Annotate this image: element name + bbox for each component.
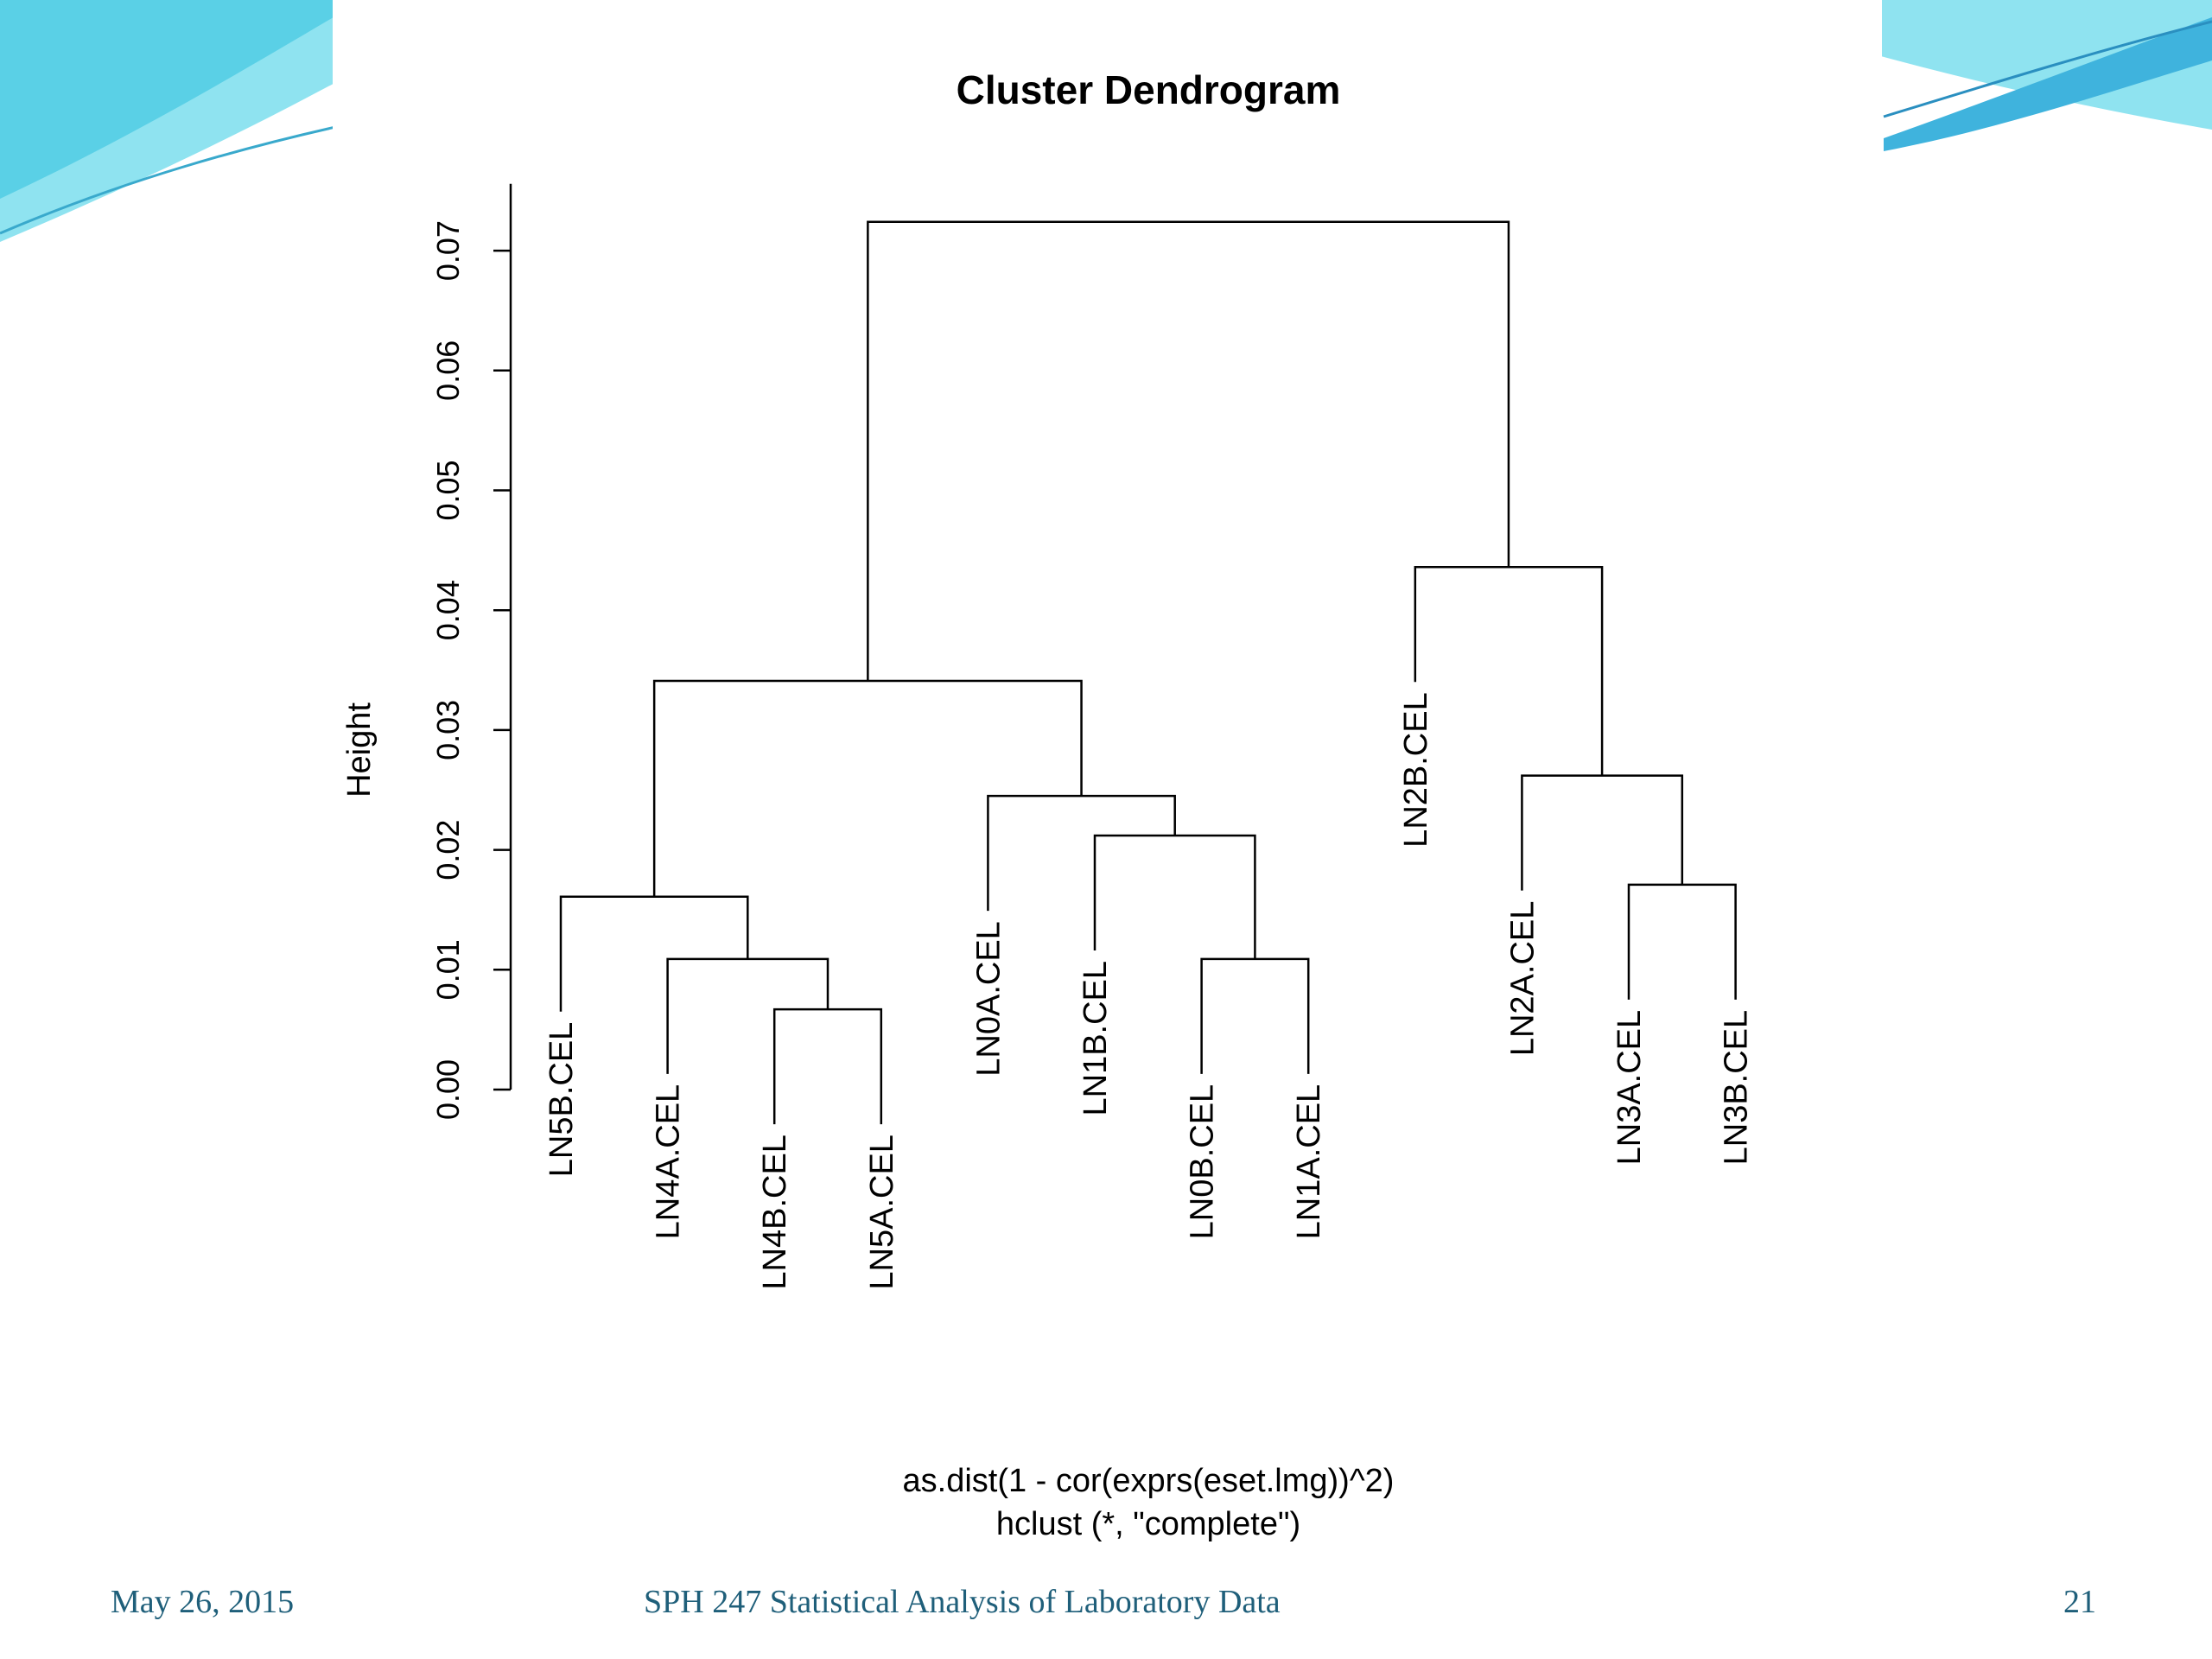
- dendrogram-merge-5: [1093, 834, 1256, 959]
- leaf-label: LN5A.CEL: [864, 1135, 900, 1290]
- y-axis: 0.00 0.01 0.02 0.03 0.04 0.05 0.06 0.07: [430, 183, 512, 1120]
- dendrogram-merge-2: [666, 957, 830, 1074]
- top-right-wave-highlight: [1884, 17, 2212, 151]
- dendrogram-merge-4: [1200, 957, 1310, 1074]
- y-tick-label: 0.06: [430, 340, 466, 401]
- y-tick-label: 0.00: [430, 1059, 466, 1120]
- dendrogram-merge-8: [1627, 883, 1737, 1000]
- dendrogram-merge-6: [987, 794, 1176, 912]
- leaf-label: LN1B.CEL: [1077, 961, 1114, 1116]
- footer-date: May 26, 2015: [111, 1584, 295, 1620]
- leaf-label: LN3A.CEL: [1611, 1010, 1648, 1166]
- leaf-label: LN5B.CEL: [543, 1022, 580, 1178]
- y-axis-label: Height: [341, 702, 378, 798]
- leaf-label: LN3B.CEL: [1719, 1010, 1755, 1166]
- y-tick-label: 0.05: [430, 460, 466, 520]
- leaf-label: LN4B.CEL: [757, 1135, 793, 1290]
- top-left-wave-line: [0, 119, 364, 235]
- leaf-label: LN0A.CEL: [970, 921, 1007, 1077]
- plot-panel: [333, 0, 1882, 1547]
- top-right-wave-line: [1883, 20, 2212, 118]
- leaf-label: LN2A.CEL: [1504, 901, 1541, 1057]
- y-tick-label: 0.01: [430, 939, 466, 1000]
- chart-title: Cluster Dendrogram: [957, 67, 1341, 112]
- footer-course-title: SPH 247 Statistical Analysis of Laborato…: [644, 1584, 1281, 1620]
- y-tick-label: 0.03: [430, 700, 466, 760]
- x-axis-label-linkage: hclust (*, "complete"): [996, 1506, 1300, 1542]
- x-axis-label-method: as.dist(1 - cor(exprs(eset.lmg))^2): [903, 1463, 1395, 1499]
- dendrogram-merge-11: [867, 220, 1510, 682]
- dendrogram-merge-3: [559, 895, 749, 1012]
- leaf-label: LN2B.CEL: [1398, 692, 1434, 848]
- leaf-label: LN0B.CEL: [1185, 1084, 1221, 1240]
- dendrogram-merge-1: [772, 1007, 883, 1125]
- leaf-label: LN1A.CEL: [1291, 1084, 1327, 1240]
- y-tick-label: 0.02: [430, 820, 466, 880]
- dendrogram-merge-7: [652, 679, 1083, 897]
- dendrogram-merge-10: [1414, 566, 1604, 776]
- dendrogram-merge-9: [1521, 774, 1684, 891]
- leaf-labels: LN5B.CEL LN4A.CEL LN4B.CEL LN5A.CEL LN0A.CEL…: [543, 692, 1755, 1289]
- footer-page-number: 21: [2063, 1584, 2096, 1620]
- leaf-label: LN4A.CEL: [651, 1084, 687, 1240]
- y-tick-label: 0.04: [430, 580, 466, 640]
- top-left-wave-highlight: [0, 0, 363, 199]
- y-tick-label: 0.07: [430, 220, 466, 281]
- dendrogram-branches: [559, 220, 1737, 1125]
